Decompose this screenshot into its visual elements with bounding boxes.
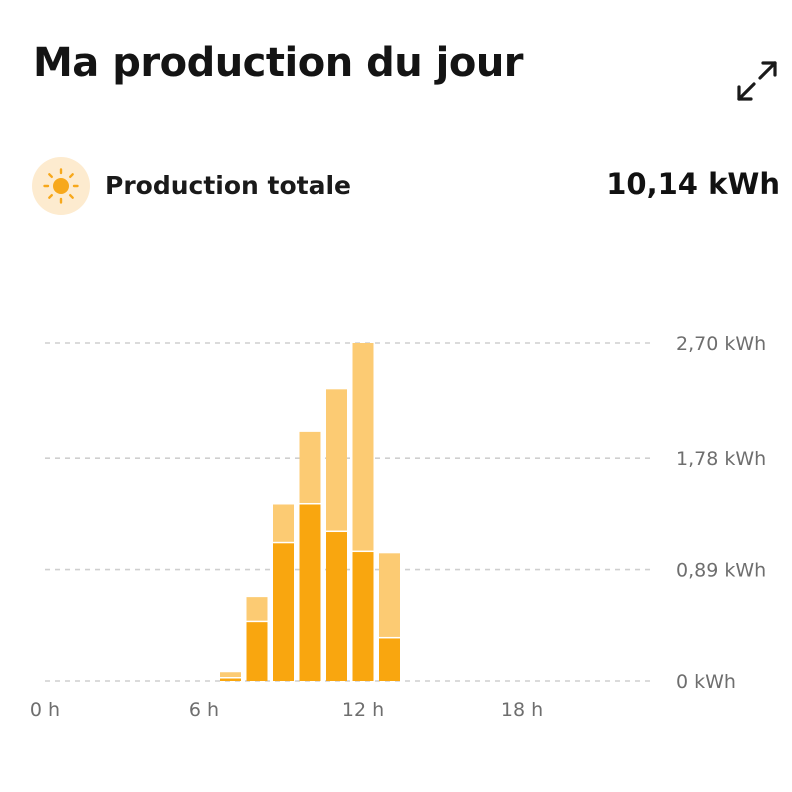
y-tick-label-0: 0 kWh: [676, 671, 736, 693]
x-tick-label-0: 0 h: [30, 699, 60, 721]
bar-8h-segment-1: [246, 622, 268, 681]
total-production-value: 10,14 kWh: [606, 167, 780, 201]
production-chart-svg: 0 kWh 0,89 kWh 1,78 kWh 2,70 kWh 0 h 6 h 12 h 1…: [30, 333, 766, 721]
y-tick-label-3: 2,70 kWh: [676, 333, 766, 355]
page-title: Ma production du jour: [33, 40, 524, 86]
bar-9h-segment-1: [273, 543, 294, 681]
x-tick-label-1: 6 h: [189, 699, 219, 721]
bar-10h-segment-2: [299, 431, 321, 503]
expand-arrows-icon: [737, 61, 777, 101]
bar-9h-segment-2: [273, 504, 294, 542]
y-tick-label-1: 0,89 kWh: [676, 560, 766, 582]
sun-badge: [32, 157, 90, 215]
expand-button[interactable]: [732, 56, 782, 106]
sun-icon: [43, 168, 79, 204]
bar-7h-segment-2: [220, 672, 241, 677]
y-tick-label-2: 1,78 kWh: [676, 448, 766, 470]
bar-12h-segment-2: [352, 343, 374, 551]
bar-7h-segment-1: [220, 678, 241, 681]
bar-11h-segment-2: [326, 389, 347, 531]
total-production-row: Production totale 10,14 kWh: [32, 157, 782, 215]
production-chart: 0 kWh 0,89 kWh 1,78 kWh 2,70 kWh 0 h 6 h 12 h 1…: [0, 300, 792, 740]
x-tick-label-3: 18 h: [501, 699, 543, 721]
total-production-label: Production totale: [105, 171, 352, 200]
bar-11h-segment-1: [326, 532, 347, 681]
bar-12h-segment-1: [352, 552, 374, 681]
bar-8h-segment-2: [246, 597, 268, 621]
bar-13h-segment-2: [379, 553, 400, 637]
bar-10h-segment-1: [299, 504, 321, 681]
x-tick-label-2: 12 h: [342, 699, 384, 721]
bar-13h-segment-1: [379, 638, 400, 681]
